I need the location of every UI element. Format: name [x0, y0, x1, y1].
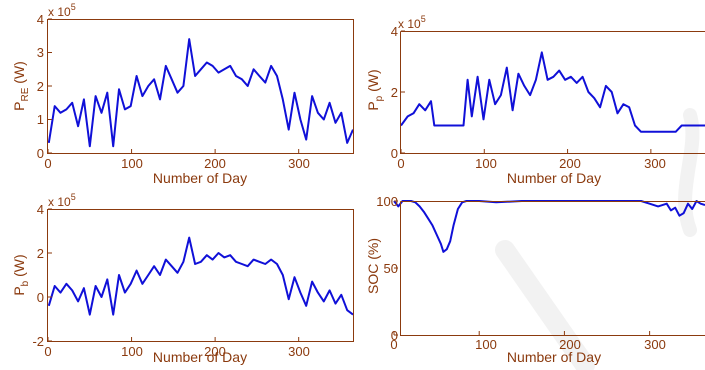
axes-box	[400, 31, 705, 154]
y-tick-label: 2	[37, 79, 44, 94]
panel-pb: 0 100 200 300 -2 0 2 4 x 105 Number of D…	[11, 192, 354, 365]
y-tick-label: 0	[37, 146, 44, 161]
tick-marks	[47, 18, 300, 154]
x-axis-label: Number of Day	[507, 349, 601, 365]
x-tick-label: 0	[44, 156, 51, 171]
tick-marks	[393, 200, 651, 336]
y-tick-label: 1	[37, 112, 44, 127]
x-tick-label: 200	[204, 344, 226, 359]
x-tick-label: 200	[559, 156, 581, 171]
tick-marks	[47, 208, 300, 342]
panel-soc: 0 100 200 300 0 50 100 Number of Day SOC…	[365, 194, 705, 365]
y-tick-label: -2	[32, 334, 44, 349]
y-exponent-multiplier: x 105	[48, 192, 76, 209]
x-tick-label: 100	[475, 337, 497, 352]
data-line	[400, 51, 705, 133]
tick-marks	[400, 30, 652, 154]
y-tick-label: 2	[37, 246, 44, 261]
x-axis-label: Number of Day	[153, 170, 247, 186]
y-axis-label: SOC (%)	[365, 238, 381, 294]
watermark-decoration	[495, 108, 700, 370]
panel-pre: 0 100 200 300 0 1 2 3 4 x 105 Number of …	[11, 2, 354, 186]
axes-box	[47, 209, 354, 342]
x-axis-label: Number of Day	[153, 349, 247, 365]
panel-pp: 0 100 200 300 0 2 4 x 105 Number of Day …	[365, 14, 705, 186]
y-tick-label: 0	[37, 290, 44, 305]
x-tick-label: 100	[475, 156, 497, 171]
y-tick-label: 4	[37, 12, 44, 27]
y-tick-label: 50	[384, 261, 398, 276]
y-tick-label: 3	[37, 45, 44, 60]
y-tick-label: 4	[391, 24, 398, 39]
data-line	[393, 200, 705, 253]
axes-box	[47, 19, 354, 154]
y-axis-label: Pb (W)	[11, 254, 31, 295]
x-tick-label: 200	[559, 337, 581, 352]
x-tick-label: 300	[644, 156, 666, 171]
y-tick-label: 0	[391, 146, 398, 161]
x-tick-label: 300	[288, 344, 310, 359]
x-tick-label: 100	[121, 344, 143, 359]
data-line	[47, 236, 354, 316]
x-axis-label: Number of Day	[507, 170, 601, 186]
x-tick-label: 300	[644, 337, 666, 352]
data-line	[47, 38, 354, 148]
x-tick-label: 300	[288, 156, 310, 171]
y-exponent-multiplier: x 105	[398, 14, 426, 31]
y-tick-label: 0	[391, 328, 398, 343]
x-tick-label: 0	[44, 344, 51, 359]
y-exponent-multiplier: x 105	[48, 2, 76, 19]
axes-box	[400, 201, 705, 336]
y-tick-label: 100	[376, 194, 398, 209]
x-tick-label: 0	[390, 337, 397, 352]
x-tick-label: 200	[204, 156, 226, 171]
x-tick-label: 100	[121, 156, 143, 171]
y-tick-label: 4	[37, 202, 44, 217]
x-tick-label: 0	[397, 156, 404, 171]
y-axis-label: Pp (W)	[365, 69, 385, 110]
y-axis-label: PRE (W)	[11, 61, 31, 111]
y-tick-label: 2	[391, 85, 398, 100]
